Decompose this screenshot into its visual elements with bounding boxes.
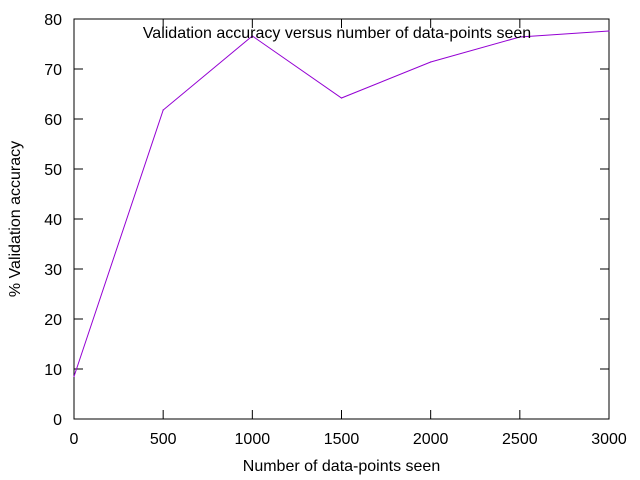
y-tick-label: 40 — [44, 212, 62, 229]
y-tick-label: 20 — [44, 312, 62, 329]
data-series — [73, 30, 610, 378]
y-tick-label: 70 — [44, 62, 62, 79]
tick-labels: 0 10 20 30 40 50 60 70 80 0 500 1000 1500 2000 2500 300… — [44, 12, 627, 448]
x-tick-label: 3000 — [591, 431, 627, 448]
x-tick-label: 2000 — [413, 431, 449, 448]
data-point — [73, 375, 75, 378]
y-tick-label: 0 — [53, 412, 62, 429]
data-point — [340, 97, 343, 99]
series-line — [73, 30, 610, 377]
x-tick-label: 500 — [150, 431, 177, 448]
y-tick-label: 30 — [44, 262, 62, 279]
data-point — [430, 61, 432, 63]
y-tick-label: 10 — [44, 362, 62, 379]
x-tick-label: 1000 — [235, 431, 271, 448]
y-tick-label: 80 — [44, 12, 62, 29]
x-tick-label: 1500 — [324, 431, 360, 448]
data-point — [251, 35, 253, 37]
x-tick-label: 2500 — [502, 431, 538, 448]
y-tick-label: 50 — [44, 162, 62, 179]
chart-title: Validation accuracy versus number of dat… — [143, 25, 531, 42]
x-tick-label: 0 — [70, 431, 79, 448]
x-axis-title: Number of data-points seen — [243, 458, 440, 475]
data-point — [608, 30, 610, 32]
data-point — [162, 109, 164, 111]
axis-ticks — [73, 18, 610, 420]
plot-frame — [73, 18, 610, 420]
y-tick-label: 60 — [44, 112, 62, 129]
y-axis-title: % Validation accuracy — [7, 141, 24, 297]
data-point — [519, 36, 521, 38]
